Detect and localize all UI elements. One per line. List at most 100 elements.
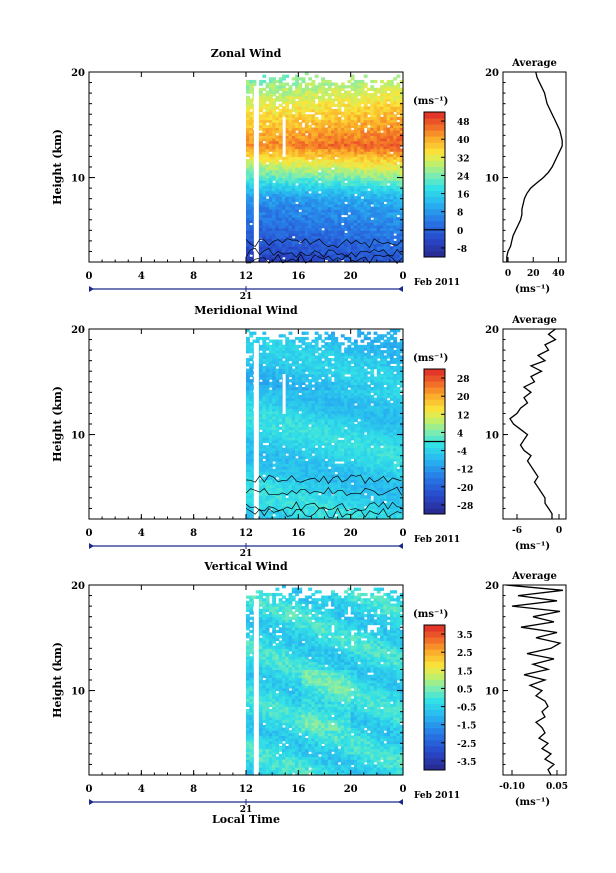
heatmap-cell (353, 219, 358, 224)
heatmap-cell (268, 397, 273, 401)
heatmap-cell (298, 148, 303, 152)
heatmap-cell (314, 135, 319, 139)
heatmap-cell (268, 352, 273, 356)
heatmap-cell (291, 169, 296, 173)
colorbar-swatch (424, 214, 445, 222)
heatmap-cell (295, 254, 299, 258)
heatmap-cell (363, 93, 368, 97)
heatmap-cell (367, 211, 371, 216)
heatmap-cell (347, 101, 352, 105)
heatmap-cell (347, 95, 352, 99)
heatmap-cell (295, 238, 299, 242)
heatmap-cell (380, 196, 384, 200)
heatmap-cell (360, 159, 365, 163)
heatmap-cell (331, 214, 335, 218)
heatmap-cell (291, 164, 296, 168)
heatmap-cell (347, 203, 352, 208)
heatmap-cell (275, 416, 280, 420)
heatmap-cell (301, 254, 306, 258)
y-tick-label: 10 (71, 174, 85, 185)
heatmap-cell (393, 185, 398, 189)
heatmap-cell (298, 82, 303, 86)
heatmap-cell (357, 248, 362, 253)
heatmap-cell (304, 222, 309, 226)
heatmap-cell (275, 468, 280, 473)
heatmap-cell (367, 203, 371, 208)
heatmap-cell (278, 98, 283, 102)
heatmap-cell (386, 122, 391, 126)
heatmap-cell (317, 90, 322, 94)
heatmap-cell (259, 159, 263, 163)
heatmap-cell (278, 447, 283, 451)
heatmap-cell (360, 206, 365, 210)
heatmap-cell (249, 405, 254, 409)
heatmap-cell (246, 363, 250, 367)
heatmap-cell (275, 127, 280, 131)
heatmap-cell (357, 90, 362, 94)
heatmap-cell (259, 196, 263, 200)
heatmap-cell (331, 230, 335, 234)
heatmap-cell (321, 219, 326, 224)
heatmap-cell (268, 222, 273, 226)
heatmap-cell (265, 513, 270, 517)
heatmap-cell (314, 111, 319, 115)
heatmap-cell (344, 232, 348, 237)
heatmap-cell (278, 214, 283, 218)
heatmap-cell (249, 156, 254, 160)
heatmap-cell (357, 119, 362, 123)
heatmap-cell (246, 503, 250, 507)
heatmap-cell (350, 182, 355, 187)
heatmap-cell (314, 177, 319, 181)
heatmap-cell (291, 143, 296, 147)
heatmap-cell (311, 135, 316, 139)
heatmap-cell (275, 418, 280, 422)
heatmap-cell (321, 85, 326, 89)
heatmap-cell (272, 476, 277, 481)
heatmap-cell (291, 196, 296, 200)
heatmap-cell (367, 193, 371, 197)
heatmap-cell (337, 180, 342, 184)
heatmap-cell (275, 206, 280, 210)
heatmap-cell (278, 408, 283, 412)
heatmap-cell (389, 87, 394, 92)
heatmap-cell (386, 85, 391, 89)
heatmap-cell (350, 114, 355, 118)
profile-title: Average (511, 58, 557, 69)
heatmap-cell (331, 180, 335, 184)
heatmap-cell (265, 135, 270, 139)
heatmap-cell (262, 489, 267, 494)
heatmap-cell (370, 161, 375, 165)
heatmap-cell (386, 119, 391, 123)
heatmap-cell (317, 82, 322, 86)
heatmap-cell (268, 79, 273, 84)
heatmap-cell (311, 227, 316, 231)
heatmap-cell (272, 222, 277, 226)
heatmap-cell (389, 230, 394, 234)
heatmap-cell (272, 344, 277, 349)
heatmap-cell (259, 227, 263, 231)
heatmap-cell (249, 431, 254, 436)
heatmap-cell (268, 463, 273, 467)
heatmap-cell (311, 85, 316, 89)
heatmap-cell (321, 87, 326, 92)
heatmap-cell (265, 376, 270, 380)
heatmap-cell (304, 124, 309, 129)
heatmap-cell (399, 108, 404, 113)
heatmap-cell (317, 143, 322, 147)
heatmap-cell (327, 214, 332, 218)
heatmap-cell (288, 108, 293, 113)
heatmap-cell (376, 235, 381, 239)
heatmap-cell (304, 256, 309, 260)
heatmap-cell (259, 405, 263, 409)
heatmap-cell (268, 227, 273, 231)
heatmap-cell (246, 397, 250, 401)
date-line-start (89, 286, 94, 292)
heatmap-cell (357, 174, 362, 179)
heatmap-cell (249, 172, 254, 176)
heatmap-cell (317, 161, 322, 165)
heatmap-cell (291, 93, 296, 97)
heatmap-cell (272, 114, 277, 118)
heatmap-cell (360, 122, 365, 126)
heatmap-cell (386, 217, 391, 221)
heatmap-cell (383, 182, 388, 187)
